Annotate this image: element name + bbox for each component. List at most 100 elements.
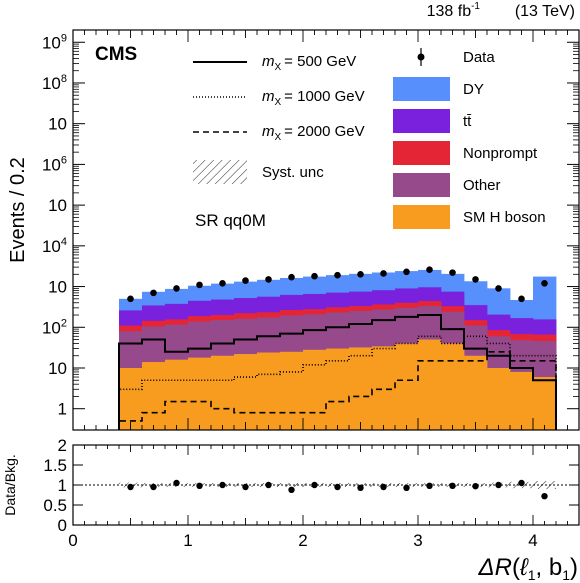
legend-nonprompt: Nonprompt [463,145,538,162]
ratio-band-18 [533,481,556,489]
y-tick-label-8: 108 [42,73,67,93]
ratio-point-18 [541,493,548,500]
ratio-point-4 [219,481,226,489]
legend-dy: DY [463,81,484,98]
ratio-points [127,479,548,500]
ratio-point-12 [403,484,410,491]
energy-label: (13 TeV) [515,3,575,20]
bar-higgs-4 [211,355,235,430]
ratio-plot: 00.511.520 1 2 3 4 Data/Bkg. ΔR(ℓ1, b1) [2,436,580,583]
y-tick-label-2: 102 [42,317,67,337]
y-tick-label-5: 10 [48,196,67,215]
y-tick-label-3: 10 [48,278,67,297]
legend-ttbar: tt̄ [463,113,472,130]
data-point-8 [311,272,318,280]
bar-higgs-7 [280,351,304,430]
ratio-point-17 [518,479,525,487]
ratio-point-16 [495,481,502,489]
y-axis-title: Events / 0.2 [7,157,29,263]
ratio-y-axis-title: Data/Bkg. [2,454,18,515]
legend-syst-swatch [193,160,247,184]
ratio-point-1 [150,483,157,491]
stacked-bars [119,269,557,430]
ratio-point-0 [127,483,134,491]
main-axis-ticks: 1 10 102 10 104 10 106 10 108 109 [42,29,580,430]
legend-syst: Syst. unc [262,164,324,181]
region-label: SR qq0M [195,211,266,230]
legend-sig2000: mX = 2000 GeV [262,123,365,143]
bar-higgs-18 [533,377,557,430]
ratio-point-2 [173,479,180,487]
signal-curve-2 [118,350,557,430]
y-tick-label-6: 106 [42,154,67,174]
ratio-band-7 [280,483,303,487]
data-point-4 [219,280,226,287]
bar-higgs-11 [372,346,396,430]
ratio-point-5 [242,483,249,491]
bar-higgs-16 [487,367,511,430]
legend-nonprompt-swatch [393,141,450,165]
bar-higgs-14 [441,343,465,430]
ratio-point-7 [288,486,295,493]
ratio-point-11 [380,483,387,491]
bar-higgs-2 [165,359,189,430]
ratio-point-6 [265,481,272,489]
ratio-point-14 [449,482,456,489]
ratio-y-tick-label-4: 2 [58,436,67,455]
ratio-point-10 [357,484,364,491]
data-point-15 [472,276,479,283]
legend-dy-swatch [393,77,450,101]
data-points [127,266,548,303]
x-tick-label-3: 3 [413,531,422,550]
y-tick-label-9: 109 [42,32,67,52]
data-point-13 [426,266,433,273]
bar-higgs-13 [418,339,442,430]
data-point-1 [150,289,157,297]
data-point-6 [265,276,272,283]
legend-data-marker [417,53,425,61]
ratio-point-15 [472,483,479,490]
bar-higgs-12 [395,343,419,430]
data-point-18 [541,280,548,287]
x-axis-title: ΔR(ℓ1, b1) [478,554,579,583]
bar-higgs-15 [464,355,488,430]
ratio-point-9 [334,483,341,491]
data-point-9 [334,271,341,279]
data-point-17 [518,295,525,303]
x-tick-label-0: 0 [68,531,77,550]
y-tick-label-1: 10 [48,359,67,378]
main-plot: 1 10 102 10 104 10 106 10 108 109 CMS SR qq0M Eve… [7,29,580,431]
data-point-2 [173,285,180,292]
legend-ttbar-swatch [393,109,450,133]
bar-higgs-8 [303,349,327,430]
x-tick-label-1: 1 [183,531,192,550]
y-tick-label-4: 104 [42,236,67,256]
ratio-point-8 [311,481,318,489]
ratio-point-13 [426,482,433,489]
legend-data: Data [463,49,495,66]
y-tick-label-0: 1 [58,400,67,419]
legend-higgs: SM H boson [463,209,546,226]
legend-other: Other [463,177,501,194]
data-point-0 [127,295,134,303]
bar-higgs-0 [119,367,143,430]
data-point-14 [449,269,456,276]
y-tick-label-7: 10 [48,115,67,134]
bar-higgs-10 [349,347,373,430]
legend: mX = 500 GeV mX = 1000 GeV mX = 2000 GeV Sy… [193,48,546,229]
data-point-11 [380,270,387,277]
data-point-16 [495,285,502,292]
signal-curve-0 [118,314,557,430]
signal-curves [118,314,557,430]
signal-curve-1 [118,335,557,430]
bar-higgs-1 [142,362,166,430]
ratio-y-tick-label-0: 0 [58,516,67,535]
data-point-12 [403,268,410,276]
cms-label: CMS [95,44,137,65]
data-point-5 [242,277,249,284]
x-tick-label-4: 4 [528,531,537,550]
bar-higgs-17 [510,371,534,430]
ratio-axis-ticks: 00.511.520 1 2 3 4 [43,436,580,550]
bar-higgs-5 [234,354,258,430]
